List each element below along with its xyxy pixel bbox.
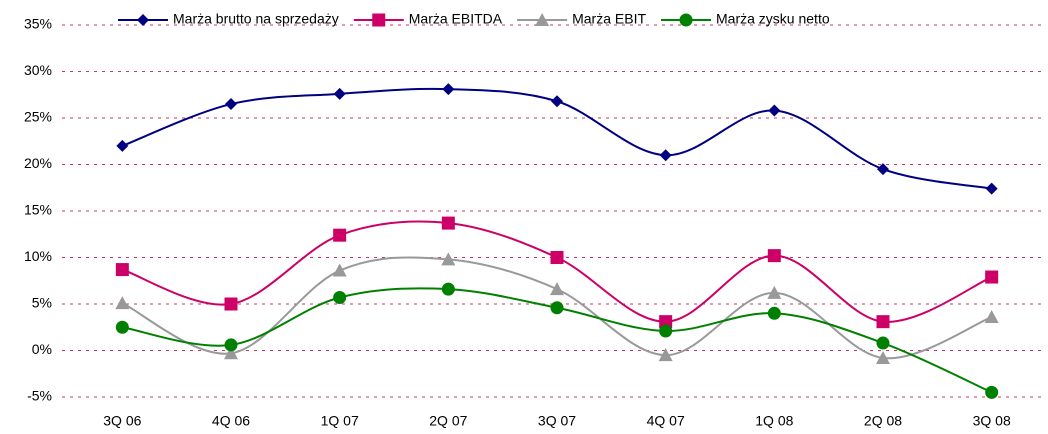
x-tick-label: 1Q 08 bbox=[755, 413, 793, 429]
point-marker bbox=[659, 324, 673, 338]
point-marker bbox=[876, 350, 890, 364]
x-tick-label: 4Q 06 bbox=[212, 413, 250, 429]
point-marker bbox=[985, 182, 998, 195]
point-marker bbox=[224, 338, 238, 352]
legend-marker bbox=[535, 13, 550, 26]
x-tick-label: 1Q 07 bbox=[321, 413, 359, 429]
y-tick-label: 0% bbox=[32, 341, 52, 357]
point-marker bbox=[333, 87, 346, 100]
point-marker bbox=[116, 139, 129, 152]
point-marker bbox=[551, 95, 563, 108]
point-marker bbox=[767, 249, 781, 263]
x-tick-label: 3Q 06 bbox=[103, 413, 141, 429]
point-marker bbox=[877, 163, 889, 176]
y-tick-label: 25% bbox=[24, 109, 52, 125]
point-marker bbox=[985, 385, 999, 399]
legend-label: Marża zysku netto bbox=[716, 11, 830, 27]
y-tick-label: 35% bbox=[24, 16, 52, 32]
point-marker bbox=[768, 104, 781, 117]
y-tick-label: 10% bbox=[24, 248, 52, 264]
y-tick-label: -5% bbox=[27, 388, 52, 404]
x-tick-label: 2Q 07 bbox=[429, 413, 467, 429]
point-marker bbox=[659, 315, 673, 329]
legend-label: Marża EBIT bbox=[572, 11, 646, 27]
point-marker bbox=[876, 315, 890, 329]
point-marker bbox=[985, 270, 999, 284]
point-marker bbox=[441, 252, 456, 266]
series-line bbox=[121, 87, 992, 190]
legend-marker bbox=[679, 13, 693, 27]
y-tick-label: 15% bbox=[24, 202, 52, 218]
point-marker bbox=[659, 149, 672, 162]
point-marker bbox=[115, 263, 129, 277]
x-tick-label: 3Q 07 bbox=[538, 413, 576, 429]
point-marker bbox=[658, 348, 673, 362]
y-tick-label: 5% bbox=[32, 295, 52, 311]
point-marker bbox=[441, 216, 455, 230]
x-tick-label: 4Q 07 bbox=[647, 413, 685, 429]
point-marker bbox=[442, 83, 455, 96]
point-marker bbox=[767, 306, 781, 320]
legend-marker bbox=[372, 13, 386, 27]
point-marker bbox=[224, 297, 238, 311]
y-tick-label: 30% bbox=[24, 62, 52, 78]
point-marker bbox=[224, 346, 238, 360]
point-marker bbox=[550, 282, 564, 296]
series-line bbox=[122, 220, 993, 323]
point-marker bbox=[550, 251, 564, 264]
point-marker bbox=[225, 98, 237, 111]
x-tick-label: 2Q 08 bbox=[864, 413, 902, 429]
x-tick-label: 3Q 08 bbox=[973, 413, 1011, 429]
point-marker bbox=[767, 285, 782, 299]
point-marker bbox=[984, 310, 999, 324]
legend-marker bbox=[137, 14, 149, 26]
point-marker bbox=[115, 296, 130, 310]
point-marker bbox=[550, 301, 564, 315]
legend-label: Marża brutto na sprzedaży bbox=[173, 11, 339, 27]
point-marker bbox=[876, 336, 890, 350]
legend-label: Marża EBITDA bbox=[409, 11, 503, 27]
y-tick-label: 20% bbox=[24, 155, 52, 171]
point-marker bbox=[441, 282, 455, 296]
point-marker bbox=[333, 290, 347, 304]
point-marker bbox=[115, 320, 129, 334]
point-marker bbox=[332, 263, 347, 277]
point-marker bbox=[333, 228, 347, 242]
